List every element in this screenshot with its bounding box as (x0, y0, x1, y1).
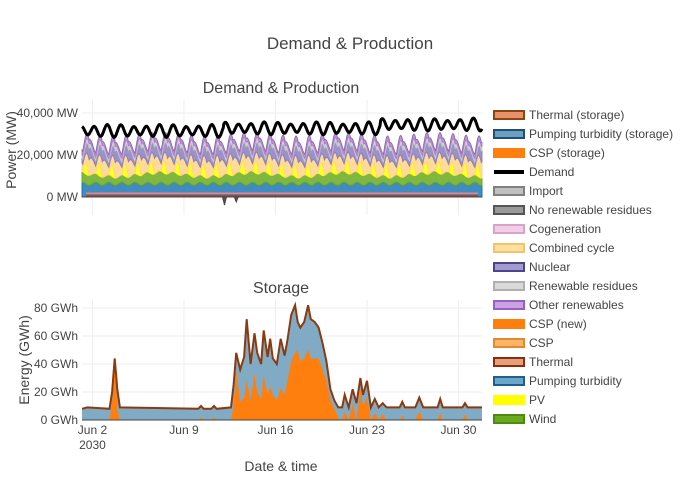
storage-chart-y-axis-label: Energy (GWh) (16, 315, 32, 404)
legend-item[interactable]: Wind (493, 412, 556, 426)
legend-label: Nuclear (529, 260, 570, 274)
legend-label: Other renewables (529, 298, 624, 312)
legend-item[interactable]: Other renewables (493, 298, 624, 312)
storage-chart: Storage 0 GWh 20 GWh 40 GWh 60 GWh 80 GWh Ju… (16, 280, 482, 474)
legend-swatch (493, 357, 525, 367)
storage-area-pumping-turbidity (82, 305, 482, 420)
legend-item[interactable]: CSP (storage) (493, 146, 605, 160)
x-tick-label: Jun 23 (349, 423, 385, 437)
legend[interactable]: Thermal (storage) Pumping turbidity (stor… (493, 108, 673, 426)
x-tick-sublabel: 2030 (79, 438, 106, 452)
legend-swatch (493, 186, 525, 196)
legend-label: Cogeneration (529, 222, 601, 236)
storage-y-tick-label: 80 GWh (34, 301, 78, 315)
legend-item[interactable]: CSP (493, 336, 554, 350)
legend-swatch (493, 395, 525, 405)
top-chart-y-axis-label: Power (MW) (3, 111, 19, 189)
storage-dip (233, 196, 239, 204)
legend-item[interactable]: Thermal (storage) (493, 108, 624, 122)
top-y-tick-label: 40,000 MW (17, 106, 79, 120)
legend-label: Wind (529, 412, 556, 426)
legend-item[interactable]: Pumping turbidity (storage) (493, 127, 673, 141)
legend-label: Demand (529, 165, 574, 179)
legend-item[interactable]: Demand (494, 165, 574, 179)
legend-swatch (493, 129, 525, 139)
x-tick-label: Jun 9 (169, 423, 199, 437)
legend-label: Pumping turbidity (storage) (529, 127, 673, 141)
legend-swatch (493, 110, 525, 120)
legend-swatch (493, 414, 525, 424)
legend-item[interactable]: CSP (new) (493, 317, 587, 331)
top-chart-areas (81, 116, 484, 206)
legend-swatch (493, 243, 525, 253)
area-edge (81, 132, 483, 156)
storage-y-tick-label: 60 GWh (34, 329, 78, 343)
legend-item[interactable]: PV (493, 393, 545, 407)
storage-area-csp (82, 350, 482, 420)
legend-label: PV (529, 393, 545, 407)
legend-swatch (493, 338, 525, 348)
demand-line (81, 116, 484, 140)
storage-y-tick-label: 40 GWh (34, 357, 78, 371)
legend-item[interactable]: Nuclear (493, 260, 570, 274)
legend-label: Pumping turbidity (529, 374, 622, 388)
legend-swatch (493, 281, 525, 291)
legend-item[interactable]: Cogeneration (493, 222, 601, 236)
storage-chart-areas (81, 301, 482, 421)
legend-label: Renewable residues (529, 279, 638, 293)
legend-swatch (493, 205, 525, 215)
legend-swatch (493, 262, 525, 272)
x-tick-label: Jun 16 (257, 423, 293, 437)
x-tick-label: Jun 30 (440, 423, 476, 437)
legend-swatch (493, 319, 525, 329)
storage-y-tick-label: 0 GWh (41, 413, 78, 427)
legend-swatch (493, 224, 525, 234)
storage-dip (221, 196, 228, 206)
legend-label: CSP (529, 336, 554, 350)
legend-label: No renewable residues (529, 203, 652, 217)
legend-swatch (493, 300, 525, 310)
demand-production-title: Demand & Production (203, 80, 360, 97)
legend-item[interactable]: Thermal (493, 355, 573, 369)
legend-label: CSP (storage) (529, 146, 605, 160)
legend-item[interactable]: Pumping turbidity (493, 374, 622, 388)
legend-item[interactable]: Combined cycle (493, 241, 615, 255)
demand-production-chart: Demand & Production 0 MW 20,000 MW 40,000 … (3, 80, 484, 215)
top-y-tick-label: 20,000 MW (17, 148, 79, 162)
legend-swatch (493, 376, 525, 386)
legend-swatch (493, 148, 525, 158)
legend-label: Thermal (storage) (529, 108, 624, 122)
legend-label: Thermal (529, 355, 573, 369)
storage-y-tick-label: 20 GWh (34, 385, 78, 399)
figure-title: Demand & Production (267, 34, 433, 53)
legend-label: Combined cycle (529, 241, 615, 255)
legend-item[interactable]: Renewable residues (493, 279, 638, 293)
x-axis-label: Date & time (244, 458, 317, 474)
x-tick-label: Jun 2 (78, 423, 108, 437)
top-chart-y-ticks: 0 MW 20,000 MW 40,000 MW (17, 106, 79, 204)
top-y-tick-label: 0 MW (47, 190, 79, 204)
storage-chart-y-ticks: 0 GWh 20 GWh 40 GWh 60 GWh 80 GWh (34, 301, 78, 427)
storage-thermal-line (81, 301, 482, 412)
legend-item[interactable]: Import (493, 184, 564, 198)
legend-item[interactable]: No renewable residues (493, 203, 652, 217)
legend-label: CSP (new) (529, 317, 587, 331)
legend-label: Import (529, 184, 564, 198)
storage-title: Storage (253, 280, 309, 297)
